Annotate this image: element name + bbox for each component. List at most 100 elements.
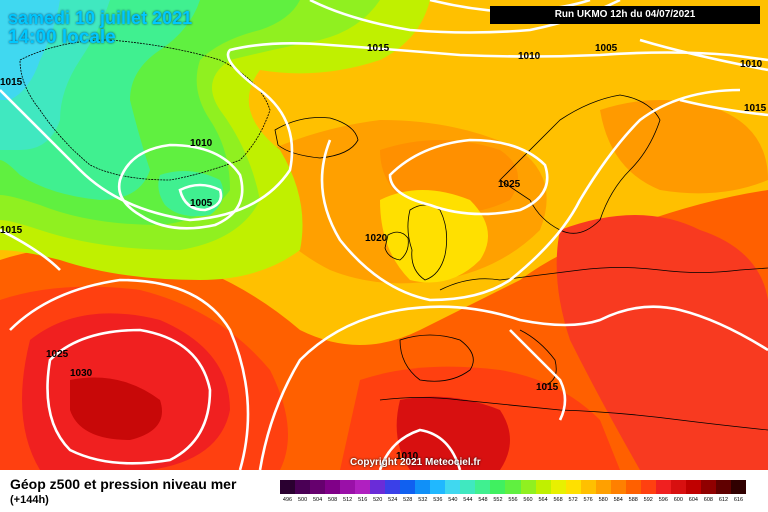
- isobar-1010-northeast: [639, 38, 768, 72]
- scale-label: 552: [493, 497, 503, 503]
- scale-label: 572: [568, 497, 578, 503]
- isobar-label: 1015: [0, 225, 23, 236]
- scale-swatch: [670, 480, 686, 494]
- low-center-zone: [158, 171, 224, 217]
- isobar-1030: [46, 328, 212, 465]
- isobar-label: 1015: [0, 77, 23, 88]
- scale-swatch: [535, 480, 551, 494]
- scale-label: 504: [312, 497, 323, 503]
- orange-zone-east: [600, 100, 768, 194]
- scale-label: 548: [478, 497, 488, 503]
- scandinavia-coastline: [499, 94, 661, 234]
- scale-swatch: [715, 480, 731, 494]
- scale-swatch: [400, 480, 416, 494]
- scale-swatch: [625, 480, 641, 494]
- scale-swatch: [520, 480, 536, 494]
- scale-label: 604: [688, 497, 698, 503]
- isobar-1015-north: [0, 42, 768, 222]
- isobar-label: 1005: [595, 43, 618, 54]
- scale-swatch: [685, 480, 701, 494]
- isobar-1025-south: [9, 278, 250, 470]
- map-canvas: 1015 1010 1005 1010 1015 1015 1010 1005 …: [0, 0, 768, 470]
- isobar-1015-italy: [509, 329, 567, 421]
- isobar-1015-south: [258, 305, 768, 470]
- forecast-date: samedi 10 juillet 2021: [8, 8, 193, 28]
- scale-swatch: [610, 480, 626, 494]
- legend-subtitle: (+144h): [10, 494, 49, 506]
- scale-label: 580: [598, 497, 608, 503]
- legend-title: Géop z500 et pression niveau mer: [10, 476, 237, 492]
- scale-label: 608: [703, 497, 713, 503]
- scale-label: 496: [282, 497, 293, 503]
- copyright-text: Copyright 2021 Meteociel.fr: [350, 457, 481, 468]
- isobar-label: 1025: [46, 349, 69, 360]
- isobar-label: 1010: [396, 451, 419, 462]
- isobar-label: 1015: [367, 43, 390, 54]
- isobar-label: 1020: [365, 233, 388, 244]
- scale-label: 540: [448, 497, 458, 503]
- greenland-coastline: [19, 39, 271, 181]
- isobar-label: 1015: [744, 103, 767, 114]
- warm-core-600: [396, 396, 510, 470]
- color-scale-labels: 496 500 504 508 512 516 520 524 528 532 536 540 544 5…: [280, 497, 746, 503]
- isobar-label: 1010: [740, 59, 763, 70]
- isobar-label: 1025: [498, 179, 521, 190]
- scale-swatch: [460, 480, 476, 494]
- scale-label: 556: [508, 497, 518, 503]
- scale-label: 508: [328, 497, 338, 503]
- warm-core-604: [70, 377, 162, 440]
- scale-swatch: [295, 480, 311, 494]
- isobar-label: 1010: [518, 51, 541, 62]
- scale-label: 564: [538, 497, 548, 503]
- scale-label: 512: [343, 497, 353, 503]
- forecast-time: 14:00 locale: [8, 27, 116, 48]
- scale-label: 600: [673, 497, 683, 503]
- scale-swatch: [430, 480, 446, 494]
- scale-label: 612: [718, 497, 729, 503]
- europe-coastline: [399, 267, 768, 386]
- scale-label: 516: [358, 497, 368, 503]
- scale-label: 616: [733, 497, 744, 503]
- scale-swatch: [640, 480, 656, 494]
- isobar-label: 1010: [190, 138, 213, 149]
- scale-swatch: [595, 480, 611, 494]
- isobar-label: 1030: [70, 368, 93, 379]
- scale-swatch: [370, 480, 386, 494]
- scale-swatch: [490, 480, 506, 494]
- scale-label: 524: [388, 497, 398, 503]
- scale-swatch: [700, 480, 716, 494]
- isobar-lines: [0, 0, 768, 470]
- scale-label: 536: [433, 497, 443, 503]
- color-scale: [280, 480, 746, 494]
- model-run-label: Run UKMO 12h du 04/07/2021: [490, 6, 760, 24]
- scale-swatch: [580, 480, 596, 494]
- isobar-1015-northeast: [679, 98, 768, 117]
- scale-swatch: [550, 480, 566, 494]
- scale-swatch: [415, 480, 431, 494]
- scale-label: 528: [403, 497, 413, 503]
- scale-swatch: [730, 480, 746, 494]
- cool-zone-540: [0, 0, 60, 100]
- scale-label: 584: [613, 497, 623, 503]
- isobar-1005-low: [178, 183, 223, 212]
- scale-swatch: [565, 480, 581, 494]
- isobar-label: 1015: [536, 382, 559, 393]
- z500-pressure-map: 1015 1010 1005 1010 1015 1015 1010 1005 …: [0, 0, 768, 470]
- scale-label: 544: [463, 497, 473, 503]
- scale-label: 592: [643, 497, 653, 503]
- scale-swatch: [280, 480, 296, 494]
- isobar-1010-low: [117, 143, 244, 230]
- warm-zone-592-east: [556, 215, 768, 470]
- scale-swatch: [385, 480, 401, 494]
- iceland-coastline: [274, 117, 359, 159]
- map-title: samedi 10 juillet 2021 14:00 locale: [8, 8, 192, 48]
- scale-swatch: [355, 480, 371, 494]
- scale-swatch: [505, 480, 521, 494]
- legend-bar: Géop z500 et pression niveau mer (+144h)…: [0, 470, 768, 512]
- scale-swatch: [310, 480, 326, 494]
- scale-label: 500: [297, 497, 308, 503]
- north-africa-coastline: [379, 397, 768, 431]
- isobar-1025: [388, 138, 549, 216]
- scale-label: 568: [553, 497, 563, 503]
